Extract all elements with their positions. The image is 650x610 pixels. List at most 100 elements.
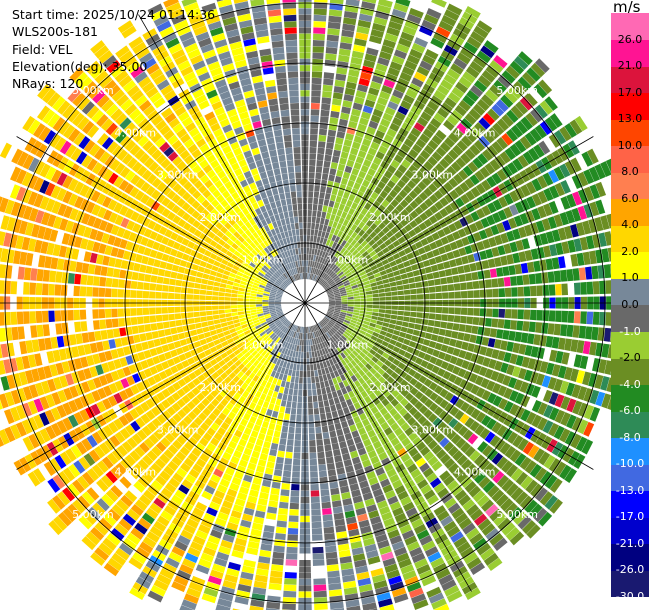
velocity-gate xyxy=(341,29,355,38)
velocity-gate xyxy=(516,320,524,331)
velocity-gate xyxy=(309,339,313,346)
velocity-gate xyxy=(111,278,119,288)
velocity-gate xyxy=(312,395,318,403)
velocity-gate xyxy=(604,360,614,375)
velocity-gate xyxy=(220,586,235,596)
velocity-gate xyxy=(244,341,251,348)
velocity-gate xyxy=(323,160,331,168)
velocity-gate xyxy=(47,92,61,108)
velocity-gate xyxy=(171,494,184,506)
velocity-gate xyxy=(394,194,404,203)
velocity-gate xyxy=(47,478,61,493)
velocity-gate xyxy=(347,75,359,84)
velocity-gate xyxy=(129,408,140,420)
velocity-gate xyxy=(215,393,224,403)
velocity-gate xyxy=(376,238,384,246)
velocity-gate xyxy=(275,296,282,299)
velocity-gate xyxy=(359,117,369,126)
velocity-gate xyxy=(330,404,337,412)
velocity-gate xyxy=(277,278,283,284)
velocity-gate xyxy=(443,414,454,425)
velocity-gate xyxy=(309,446,317,453)
velocity-gate xyxy=(42,109,56,125)
velocity-gate xyxy=(298,351,301,359)
velocity-gate xyxy=(85,201,96,214)
velocity-gate xyxy=(258,260,265,267)
velocity-gate xyxy=(241,565,255,574)
velocity-gate xyxy=(86,215,97,227)
velocity-gate xyxy=(248,347,256,354)
velocity-gate xyxy=(366,294,373,298)
velocity-gate xyxy=(254,471,264,480)
velocity-gate xyxy=(125,355,134,365)
velocity-gate xyxy=(181,212,191,222)
velocity-gate xyxy=(453,376,463,386)
velocity-gate xyxy=(420,345,429,353)
velocity-gate xyxy=(145,197,155,208)
velocity-gate xyxy=(415,457,427,468)
velocity-gate xyxy=(222,451,232,461)
velocity-gate xyxy=(364,267,372,274)
velocity-gate xyxy=(442,307,449,314)
velocity-gate xyxy=(306,247,310,254)
velocity-gate xyxy=(334,307,342,310)
velocity-gate xyxy=(236,492,248,501)
velocity-gate xyxy=(136,281,144,290)
velocity-gate xyxy=(100,329,108,340)
velocity-gate xyxy=(38,255,46,268)
velocity-gate xyxy=(324,406,331,413)
velocity-gate xyxy=(244,310,251,314)
velocity-gate xyxy=(298,383,303,390)
velocity-gate xyxy=(379,356,387,364)
velocity-gate xyxy=(315,223,320,230)
velocity-gate xyxy=(486,214,496,226)
velocity-gate xyxy=(276,456,284,464)
velocity-gate xyxy=(165,557,180,569)
velocity-gate xyxy=(333,397,340,405)
velocity-gate xyxy=(258,284,266,289)
velocity-gate xyxy=(287,329,292,336)
velocity-gate xyxy=(62,175,73,189)
velocity-gate xyxy=(302,333,305,340)
velocity-gate xyxy=(294,332,298,339)
velocity-gate xyxy=(266,461,275,469)
velocity-gate xyxy=(400,398,409,407)
velocity-gate xyxy=(79,238,89,250)
velocity-gate xyxy=(378,145,388,155)
velocity-gate xyxy=(243,270,251,277)
velocity-gate xyxy=(216,230,225,239)
velocity-gate xyxy=(414,390,424,400)
velocity-gate xyxy=(153,520,167,533)
velocity-gate xyxy=(448,177,459,189)
velocity-gate xyxy=(331,207,338,215)
velocity-gate xyxy=(360,71,372,81)
velocity-gate xyxy=(564,431,577,446)
velocity-gate xyxy=(334,332,341,339)
velocity-gate xyxy=(496,137,509,150)
velocity-gate xyxy=(412,329,420,337)
velocity-gate xyxy=(284,578,297,585)
velocity-gate xyxy=(27,416,39,432)
velocity-gate xyxy=(131,271,139,281)
velocity-gate xyxy=(131,433,143,445)
velocity-gate xyxy=(309,458,318,466)
velocity-gate xyxy=(348,528,360,537)
velocity-gate xyxy=(89,228,98,240)
velocity-gate xyxy=(340,352,347,359)
velocity-gate xyxy=(441,284,448,292)
velocity-gate xyxy=(0,429,10,445)
velocity-gate xyxy=(174,313,182,320)
velocity-gate xyxy=(256,362,263,370)
velocity-gate xyxy=(264,273,271,279)
velocity-gate xyxy=(386,569,401,580)
velocity-gate xyxy=(481,499,494,512)
velocity-gate xyxy=(181,394,191,404)
velocity-gate xyxy=(311,509,321,516)
velocity-gate xyxy=(452,348,461,357)
velocity-gate xyxy=(290,337,295,344)
velocity-gate xyxy=(518,51,533,66)
velocity-gate xyxy=(384,313,391,319)
velocity-gate xyxy=(11,326,19,341)
velocity-gate xyxy=(492,395,503,407)
velocity-gate xyxy=(289,509,299,516)
